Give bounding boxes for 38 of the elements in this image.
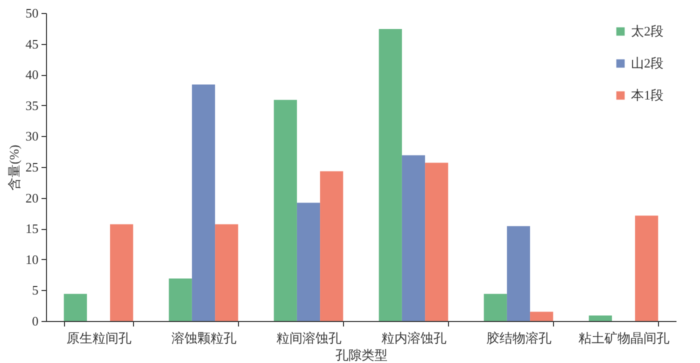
x-tick-label: 溶蚀颗粒孔 (172, 330, 236, 346)
bar (64, 294, 87, 321)
x-axis-title: 孔隙类型 (336, 348, 388, 362)
y-tick-label: 20 (26, 190, 38, 206)
y-tick-label: 15 (26, 221, 38, 236)
bar (378, 29, 402, 321)
bar (402, 155, 426, 321)
x-tick-label: 粘土矿物晶间孔 (578, 330, 670, 346)
y-tick-label: 40 (26, 67, 38, 82)
x-tick-label: 粒内溶蚀孔 (382, 330, 446, 346)
y-tick-label: 50 (26, 6, 38, 20)
bar (635, 216, 658, 321)
y-tick-label: 0 (32, 314, 38, 328)
y-tick-label: 45 (26, 36, 38, 52)
x-tick-label: 胶结物溶孔 (486, 330, 552, 346)
legend-label: 本1段 (631, 88, 664, 102)
x-tick-label: 原生粒间孔 (66, 330, 132, 346)
bar (425, 162, 448, 321)
bar (168, 278, 192, 321)
bar (588, 315, 612, 321)
bar (296, 202, 320, 321)
x-tick-label: 粒间溶蚀孔 (276, 330, 342, 346)
legend-label: 太2段 (631, 24, 664, 38)
y-tick-label: 5 (32, 282, 38, 298)
y-tick-label: 35 (26, 98, 38, 113)
legend-label: 山2段 (631, 56, 664, 70)
bar (192, 84, 216, 321)
bar (506, 226, 530, 321)
bar (484, 294, 507, 321)
bar (320, 171, 344, 321)
bar (215, 224, 238, 321)
bar (274, 100, 297, 321)
y-tick-label: 10 (26, 252, 38, 267)
bar (110, 224, 134, 321)
y-tick-label: 25 (26, 160, 38, 174)
y-axis-title: 含量(%) (6, 144, 22, 190)
bar (530, 312, 554, 321)
y-tick-label: 30 (26, 128, 38, 144)
